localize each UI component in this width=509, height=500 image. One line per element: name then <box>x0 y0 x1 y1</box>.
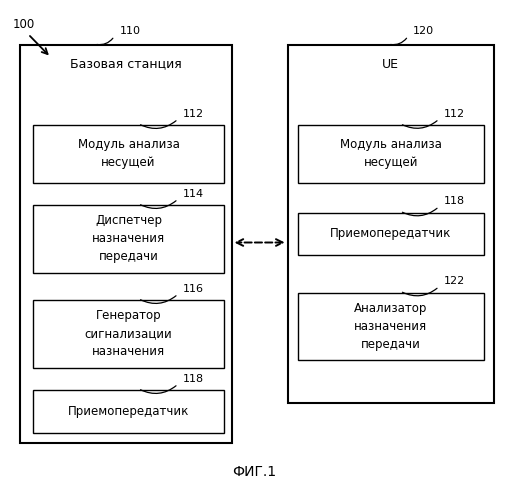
Text: 112: 112 <box>183 109 205 119</box>
Bar <box>298 212 484 255</box>
Text: Приемопередатчик: Приемопередатчик <box>330 227 451 240</box>
Text: 122: 122 <box>444 276 466 286</box>
Text: 116: 116 <box>183 284 204 294</box>
Text: 120: 120 <box>413 26 435 36</box>
Text: Диспетчер
назначения
передачи: Диспетчер назначения передачи <box>92 214 165 263</box>
Text: ФИГ.1: ФИГ.1 <box>233 466 276 479</box>
Text: UE: UE <box>382 58 399 70</box>
Bar <box>33 125 224 182</box>
Bar <box>288 45 494 403</box>
Text: 110: 110 <box>120 26 140 36</box>
Bar <box>33 300 224 368</box>
Bar <box>298 292 484 360</box>
Bar <box>298 125 484 182</box>
Bar <box>20 45 232 442</box>
Text: 118: 118 <box>444 196 465 206</box>
Bar <box>33 205 224 272</box>
Text: 112: 112 <box>444 109 465 119</box>
Text: Базовая станция: Базовая станция <box>70 58 182 70</box>
Bar <box>33 390 224 432</box>
Text: Модуль анализа
несущей: Модуль анализа несущей <box>340 138 442 169</box>
Text: 114: 114 <box>183 189 205 199</box>
Text: Генератор
сигнализации
назначения: Генератор сигнализации назначения <box>84 309 173 358</box>
Text: Модуль анализа
несущей: Модуль анализа несущей <box>77 138 180 169</box>
Text: 118: 118 <box>183 374 205 384</box>
Text: Анализатор
назначения
передачи: Анализатор назначения передачи <box>354 302 428 351</box>
Text: 100: 100 <box>13 18 35 31</box>
Text: Приемопередатчик: Приемопередатчик <box>68 405 189 417</box>
